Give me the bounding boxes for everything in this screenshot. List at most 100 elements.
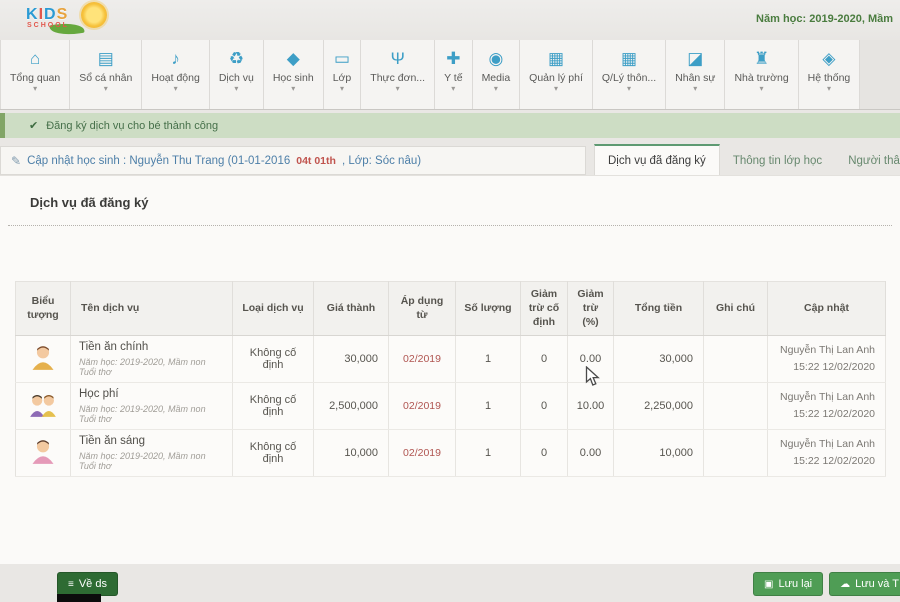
service-type-cell: Không cố định (232, 429, 314, 477)
recycle-icon: ♻ (228, 49, 244, 68)
tab-nguoi-than-cua-be[interactable]: Người thân của bé (848, 154, 900, 167)
calculator-icon: ▦ (620, 49, 638, 68)
col-header-percent-discount: Giảm trừ (%) (567, 281, 614, 336)
col-header-quantity: Số lượng (455, 281, 521, 336)
service-type-cell: Không cố định (232, 382, 314, 430)
chevron-down-icon: ▾ (826, 84, 831, 93)
col-header-icon: Biểu tượng (15, 281, 71, 336)
chevron-down-icon: ▾ (451, 84, 456, 93)
edit-icon: ✎ (11, 153, 22, 168)
chevron-down-icon: ▾ (627, 84, 632, 93)
nav-item-dich-vu[interactable]: ♻ Dịch vụ ▾ (209, 40, 264, 109)
cutlery-icon: Ψ (390, 49, 405, 68)
col-header-fixed-discount: Giảm trừ cố định (520, 281, 568, 336)
cube-icon: ◈ (822, 49, 836, 68)
nav-item-tong-quan[interactable]: ⌂ Tổng quan ▾ (0, 40, 71, 109)
logo-subtext: SCHOOL (27, 22, 69, 29)
total-cell: 2,250,000 (613, 382, 704, 430)
fixed-discount-cell: 0 (520, 429, 568, 477)
music-note-icon: ♪ (171, 49, 180, 68)
updated-cell: Nguyễn Thị Lan Anh 15:22 12/02/2020 (767, 382, 886, 430)
apply-from-cell: 02/2019 (388, 429, 456, 477)
video-artifact-bar (57, 594, 101, 602)
note-cell (703, 429, 768, 477)
kidsschool-logo: KIDS SCHOOL (26, 2, 121, 39)
child-avatar-icon (32, 440, 54, 464)
sun-icon (81, 2, 107, 28)
logo-letter: D (44, 6, 57, 23)
student-tabs: Dịch vụ đã đăng ký Thông tin lớp học Ngư… (594, 144, 900, 175)
chevron-down-icon: ▾ (493, 84, 498, 93)
success-alert-message: Đăng ký dịch vụ cho bé thành công (46, 119, 219, 132)
student-age-badge: 04t 01th (296, 154, 336, 167)
chevron-down-icon: ▾ (395, 84, 400, 93)
updated-cell: Nguyễn Thị Lan Anh 15:22 12/02/2020 (767, 335, 886, 383)
calculator-icon: ▦ (547, 49, 565, 68)
nav-item-quan-ly-phi[interactable]: ▦ Quản lý phí ▾ (520, 40, 593, 109)
nav-item-y-te[interactable]: ✚ Y tế ▾ (435, 40, 473, 109)
globe-icon: ◉ (488, 49, 504, 68)
page-title: Dịch vụ đã đăng ký (30, 195, 149, 210)
percent-discount-cell: 0.00 (567, 429, 614, 477)
monitor-icon: ▭ (333, 49, 351, 68)
nav-item-hoc-sinh[interactable]: ◆ Học sinh ▾ (263, 40, 324, 109)
footer-bar: ≡ Về ds ▣ Lưu lại ☁ Lưu và T (0, 564, 900, 602)
graduation-cap-icon: ◆ (286, 49, 300, 68)
price-cell: 10,000 (313, 429, 389, 477)
main-nav: ⌂ Tổng quan ▾ ▤ Sổ cá nhân ▾ ♪ Hoạt động… (0, 40, 900, 110)
logo-letter: K (26, 6, 39, 23)
cloud-icon: ☁ (840, 578, 851, 590)
save-button[interactable]: ▣ Lưu lại (753, 572, 824, 596)
table-row: Tiền ăn sáng Năm học: 2019-2020, Mầm non… (15, 429, 886, 477)
col-header-total: Tổng tiền (613, 281, 704, 336)
medical-cross-icon: ✚ (446, 49, 461, 68)
nav-item-he-thong[interactable]: ◈ Hệ thống ▾ (798, 40, 861, 109)
tab-thong-tin-lop-hoc[interactable]: Thông tin lớp học (732, 154, 823, 167)
chevron-down-icon: ▾ (234, 84, 239, 93)
chevron-down-icon: ▾ (554, 84, 559, 93)
nav-item-media[interactable]: ◉ Media ▾ (472, 40, 521, 109)
student-update-text: Cập nhật học sinh : Nguyễn Thu Trang (01… (27, 154, 291, 167)
price-cell: 2,500,000 (313, 382, 389, 430)
tab-dich-vu-da-dang-ky[interactable]: Dịch vụ đã đăng ký (594, 144, 720, 175)
nav-item-quan-ly-thon[interactable]: ▦ Q/Lý thôn... ▾ (592, 40, 667, 109)
nav-item-nha-truong[interactable]: ♜ Nhà trường ▾ (725, 40, 799, 109)
fixed-discount-cell: 0 (520, 335, 568, 383)
chevron-down-icon: ▾ (291, 84, 296, 93)
service-type-cell: Không cố định (232, 335, 314, 383)
note-cell (703, 382, 768, 430)
nav-item-so-ca-nhan[interactable]: ▤ Sổ cá nhân ▾ (70, 40, 143, 109)
percent-discount-cell: 0.00 (567, 335, 614, 383)
success-alert: ✔ Đăng ký dịch vụ cho bé thành công (0, 113, 900, 138)
quantity-cell: 1 (455, 429, 521, 477)
back-to-list-button[interactable]: ≡ Về ds (57, 572, 118, 596)
table-row: Tiền ăn chính Năm học: 2019-2020, Mầm no… (15, 335, 886, 383)
nav-item-lop[interactable]: ▭ Lớp ▾ (323, 40, 362, 109)
nav-item-nhan-su[interactable]: ◪ Nhân sự ▾ (666, 40, 726, 109)
col-header-service-type: Loại dịch vụ (232, 281, 314, 336)
fixed-discount-cell: 0 (520, 382, 568, 430)
photo-icon: ◪ (687, 49, 704, 68)
table-row: Học phí Năm học: 2019-2020, Mầm non Tuổi… (15, 382, 886, 430)
quantity-cell: 1 (455, 382, 521, 430)
chevron-down-icon: ▾ (33, 84, 38, 93)
nav-item-hoat-dong[interactable]: ♪ Hoạt động ▾ (142, 40, 210, 109)
service-avatar-cell (15, 429, 71, 477)
children-avatar-icon (30, 394, 56, 417)
chevron-down-icon: ▾ (173, 84, 178, 93)
divider (8, 225, 892, 226)
table-header-row: Biểu tượng Tên dịch vụ Loại dịch vụ Giá … (15, 281, 886, 336)
services-table: Biểu tượng Tên dịch vụ Loại dịch vụ Giá … (15, 281, 886, 477)
col-header-apply-from: Áp dụng từ (388, 281, 456, 336)
apply-from-cell: 02/2019 (388, 335, 456, 383)
student-class-text: , Lớp: Sóc nâu) (341, 154, 422, 167)
nav-item-thuc-don[interactable]: Ψ Thực đơn... ▾ (361, 40, 436, 109)
logo-letter: S (56, 6, 69, 23)
percent-discount-cell: 10.00 (567, 382, 614, 430)
notebook-icon: ▤ (97, 49, 114, 68)
list-icon: ≡ (68, 578, 74, 590)
col-header-service-name: Tên dịch vụ (70, 281, 233, 336)
service-avatar-cell (15, 382, 71, 430)
save-and-exit-button[interactable]: ☁ Lưu và T (829, 572, 900, 596)
save-icon: ▣ (764, 578, 774, 590)
